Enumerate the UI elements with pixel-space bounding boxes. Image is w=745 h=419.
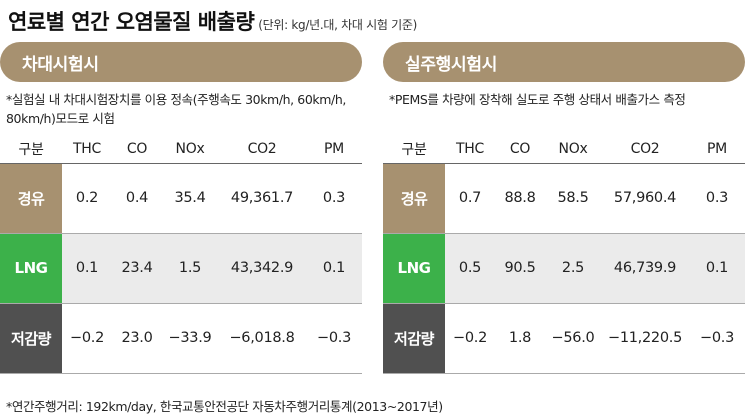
table-cell: 0.5 xyxy=(445,233,495,303)
row-label: 저감량 xyxy=(0,303,62,373)
row-label: LNG xyxy=(383,233,445,303)
column-header: THC xyxy=(73,140,101,157)
panel-real-driving-test: 실주행시험시 *PEMS를 차량에 장착해 실도로 주행 상태서 배출가스 측정… xyxy=(383,42,745,374)
table-cell: 2.5 xyxy=(545,233,601,303)
table-cell: 0.7 xyxy=(458,190,482,206)
table-cell: 0.3 xyxy=(705,190,729,206)
table-cell: −0.3 xyxy=(699,330,734,346)
unit-note: (단위: kg/년.대, 차대 시험 기준) xyxy=(258,18,417,32)
table-cell: 0.1 xyxy=(689,233,745,303)
panel-chassis-test: 차대시험시 *실험실 내 차대시험장치를 이용 정속(주행속도 30km/h, … xyxy=(0,42,362,374)
column-header: NOx xyxy=(558,140,588,157)
table-cell: 0.1 xyxy=(306,233,362,303)
table-cell: −11,220.5 xyxy=(607,330,683,346)
column-header: NOx xyxy=(175,140,205,157)
column-header: 구분 xyxy=(18,141,44,158)
table-cell: 0.2 xyxy=(75,190,99,206)
table-cell: 0.3 xyxy=(322,190,346,206)
column-header: 구분 xyxy=(401,141,427,158)
table-row-lng: LNG 0.5 90.5 2.5 46,739.9 0.1 xyxy=(383,233,745,303)
table-cell: −6,018.8 xyxy=(229,330,295,346)
table-cell: −0.2 xyxy=(452,330,487,346)
emissions-table: 구분 THC CO NOx CO2 PM 경유 0.7 88.8 58.5 57… xyxy=(383,135,745,374)
table-cell: 57,960.4 xyxy=(613,190,677,206)
panel-header: 차대시험시 xyxy=(0,42,362,82)
table-cell: 35.4 xyxy=(174,190,206,206)
row-label: LNG xyxy=(0,233,62,303)
footnote: *연간주행거리: 192km/day, 한국교통안전공단 자동차주행거리통계(2… xyxy=(6,399,443,414)
table-cell: 1.5 xyxy=(162,233,218,303)
column-header: CO xyxy=(509,140,531,157)
row-label: 저감량 xyxy=(383,303,445,373)
table-row-diesel: 경유 0.7 88.8 58.5 57,960.4 0.3 xyxy=(383,163,745,233)
table-cell: 0.1 xyxy=(62,233,112,303)
row-label: 경유 xyxy=(383,163,445,233)
table-header-row: 구분 THC CO NOx CO2 PM xyxy=(383,135,745,163)
table-cell: 23.4 xyxy=(112,233,162,303)
table-row-diesel: 경유 0.2 0.4 35.4 49,361.7 0.3 xyxy=(0,163,362,233)
table-cell: 90.5 xyxy=(495,233,545,303)
table-cell: 43,342.9 xyxy=(218,233,306,303)
column-header: CO2 xyxy=(247,140,277,157)
column-header: CO xyxy=(126,140,148,157)
table-row-reduction: 저감량 −0.2 1.8 −56.0 −11,220.5 −0.3 xyxy=(383,303,745,373)
column-header: THC xyxy=(456,140,484,157)
table-cell: 58.5 xyxy=(557,190,589,206)
table-header-row: 구분 THC CO NOx CO2 PM xyxy=(0,135,362,163)
table-cell: −0.2 xyxy=(69,330,104,346)
row-label: 경유 xyxy=(0,163,62,233)
table-cell: −33.9 xyxy=(168,330,212,346)
panel-note: *PEMS를 차량에 장착해 실도로 주행 상태서 배출가스 측정 xyxy=(389,92,686,107)
title-row: 연료별 연간 오염물질 배출량 (단위: kg/년.대, 차대 시험 기준) xyxy=(8,6,417,36)
table-cell: 1.8 xyxy=(508,330,532,346)
column-header: PM xyxy=(707,140,727,157)
table-cell: 0.4 xyxy=(125,190,149,206)
table-cell: 88.8 xyxy=(504,190,536,206)
panel-header: 실주행시험시 xyxy=(383,42,745,82)
table-row-lng: LNG 0.1 23.4 1.5 43,342.9 0.1 xyxy=(0,233,362,303)
table-cell: 46,739.9 xyxy=(601,233,689,303)
emissions-table: 구분 THC CO NOx CO2 PM 경유 0.2 0.4 35.4 49,… xyxy=(0,135,362,374)
table-cell: −0.3 xyxy=(316,330,351,346)
table-cell: 23.0 xyxy=(121,330,153,346)
table-cell: −56.0 xyxy=(551,330,595,346)
page-title: 연료별 연간 오염물질 배출량 xyxy=(8,10,255,34)
panel-note: *실험실 내 차대시험장치를 이용 정속(주행속도 30km/h, 60km/h… xyxy=(6,92,346,126)
column-header: CO2 xyxy=(630,140,660,157)
column-header: PM xyxy=(324,140,344,157)
table-cell: 49,361.7 xyxy=(230,190,294,206)
table-row-reduction: 저감량 −0.2 23.0 −33.9 −6,018.8 −0.3 xyxy=(0,303,362,373)
